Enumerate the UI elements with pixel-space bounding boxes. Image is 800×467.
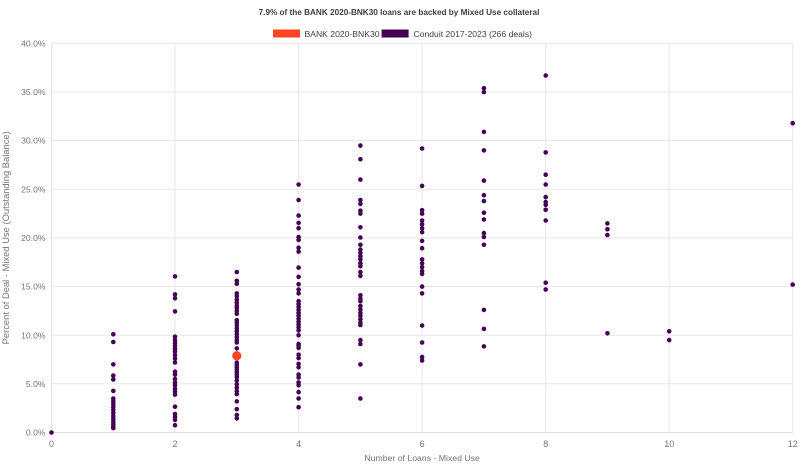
svg-text:Percent of Deal - Mixed Use (O: Percent of Deal - Mixed Use (Outstanding…: [0, 131, 11, 344]
svg-text:7.9% of the BANK 2020-BNK30 lo: 7.9% of the BANK 2020-BNK30 loans are ba…: [259, 8, 540, 17]
svg-text:10: 10: [664, 439, 674, 449]
svg-text:40.0%: 40.0%: [21, 38, 46, 48]
svg-text:15.0%: 15.0%: [21, 282, 46, 292]
svg-text:25.0%: 25.0%: [21, 184, 46, 194]
svg-text:8: 8: [543, 439, 548, 449]
svg-text:12: 12: [788, 439, 798, 449]
svg-text:Number of Loans - Mixed Use: Number of Loans - Mixed Use: [364, 453, 480, 463]
svg-text:2: 2: [172, 439, 177, 449]
svg-text:0: 0: [49, 439, 54, 449]
svg-text:5.0%: 5.0%: [26, 379, 46, 389]
svg-text:BANK 2020-BNK30: BANK 2020-BNK30: [305, 29, 380, 39]
svg-text:0.0%: 0.0%: [26, 428, 46, 438]
svg-text:6: 6: [420, 439, 425, 449]
svg-text:35.0%: 35.0%: [21, 87, 46, 97]
svg-text:20.0%: 20.0%: [21, 233, 46, 243]
svg-text:10.0%: 10.0%: [21, 330, 46, 340]
svg-text:30.0%: 30.0%: [21, 136, 46, 146]
svg-text:4: 4: [296, 439, 301, 449]
svg-text:Conduit 2017-2023 (266 deals): Conduit 2017-2023 (266 deals): [414, 29, 533, 39]
